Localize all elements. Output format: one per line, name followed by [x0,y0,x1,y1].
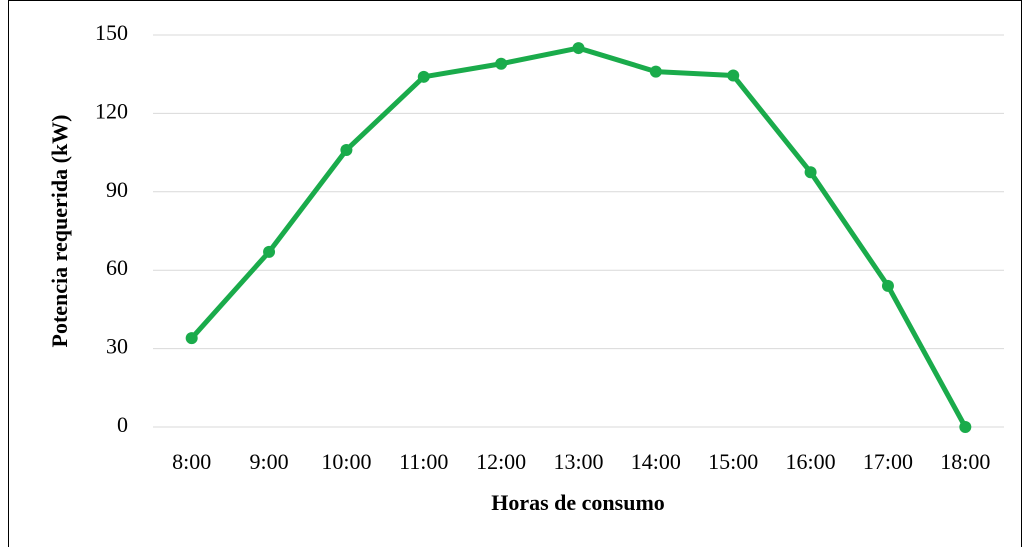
x-tick-label: 10:00 [321,449,371,474]
x-tick-label: 11:00 [399,449,448,474]
x-tick-label: 16:00 [786,449,836,474]
x-tick-label: 17:00 [863,449,913,474]
y-tick-label: 0 [117,412,128,437]
y-axis-title: Potencia requerida (kW) [47,114,72,347]
x-tick-label: 14:00 [631,449,681,474]
chart-frame [8,0,1022,547]
x-tick-label: 12:00 [476,449,526,474]
marker [804,166,817,179]
x-tick-label: 18:00 [940,449,990,474]
marker [727,69,740,82]
x-tick-label: 13:00 [553,449,603,474]
line [189,45,968,429]
marker [340,143,353,156]
y-tick-label: 120 [95,98,128,123]
marker [649,65,662,78]
x-tick-label: 9:00 [249,449,288,474]
marker [263,245,276,258]
marker [185,332,198,345]
marker [417,70,430,83]
x-tick-label: 15:00 [708,449,758,474]
y-tick-label: 90 [106,177,128,202]
x-axis-title: Horas de consumo [491,490,665,515]
marker [959,421,972,433]
marker [495,57,508,70]
y-tick-label: 30 [106,334,128,359]
x-tick-label: 8:00 [172,449,211,474]
y-tick-label: 150 [95,20,128,45]
marker [881,279,894,292]
marker [572,42,585,55]
y-tick-label: 60 [106,255,128,280]
